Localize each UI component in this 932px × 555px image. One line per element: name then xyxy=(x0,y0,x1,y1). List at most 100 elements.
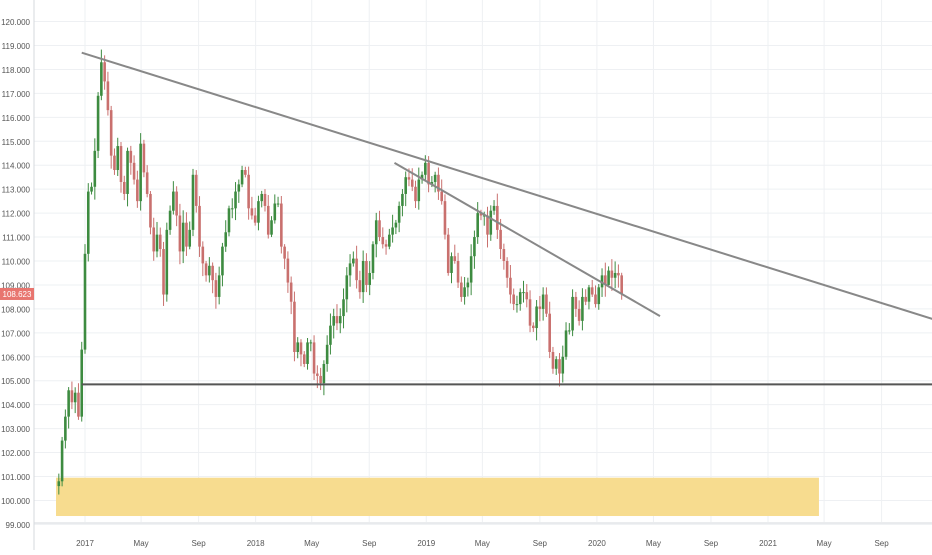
trendlines[interactable] xyxy=(81,51,932,386)
candle-body[interactable] xyxy=(83,253,87,350)
candle-body[interactable] xyxy=(96,95,100,151)
candle-body[interactable] xyxy=(515,304,519,306)
candle-body[interactable] xyxy=(381,237,385,245)
candle-body[interactable] xyxy=(280,203,283,247)
candle-body[interactable] xyxy=(594,294,597,305)
candle-body[interactable] xyxy=(574,296,578,309)
candle-body[interactable] xyxy=(145,172,149,194)
candle-body[interactable] xyxy=(119,146,123,182)
candle-body[interactable] xyxy=(466,282,470,288)
candle-body[interactable] xyxy=(338,316,342,324)
candle-body[interactable] xyxy=(348,263,352,276)
candle-body[interactable] xyxy=(247,174,250,209)
candle-body[interactable] xyxy=(273,203,277,221)
candle-body[interactable] xyxy=(139,143,142,202)
candle-body[interactable] xyxy=(358,280,362,293)
candle-body[interactable] xyxy=(456,261,460,283)
candle-body[interactable] xyxy=(116,146,120,171)
candle-body[interactable] xyxy=(407,177,411,180)
candle-body[interactable] xyxy=(355,258,358,281)
candle-body[interactable] xyxy=(198,205,201,247)
candle-body[interactable] xyxy=(607,270,610,285)
candle-body[interactable] xyxy=(420,174,424,180)
candle-body[interactable] xyxy=(126,150,129,194)
candle-body[interactable] xyxy=(201,246,205,264)
candle-body[interactable] xyxy=(587,287,591,302)
candle-body[interactable] xyxy=(309,342,313,344)
candle-body[interactable] xyxy=(208,265,211,276)
candle-body[interactable] xyxy=(597,287,601,305)
candle-body[interactable] xyxy=(361,261,365,293)
candle-body[interactable] xyxy=(492,205,496,211)
candle-body[interactable] xyxy=(335,316,339,324)
candle-body[interactable] xyxy=(374,220,378,245)
candle-body[interactable] xyxy=(312,342,316,374)
candle-body[interactable] xyxy=(237,184,241,192)
candle-body[interactable] xyxy=(558,359,561,374)
candle-body[interactable] xyxy=(482,215,486,217)
candle-body[interactable] xyxy=(296,342,300,352)
candle-body[interactable] xyxy=(319,375,322,384)
candle-body[interactable] xyxy=(564,330,568,357)
candle-body[interactable] xyxy=(109,110,113,156)
candle-body[interactable] xyxy=(532,325,535,329)
candle-body[interactable] xyxy=(473,237,476,257)
candle-body[interactable] xyxy=(70,390,74,403)
candle-body[interactable] xyxy=(276,203,280,205)
candle-body[interactable] xyxy=(80,349,84,417)
candle-body[interactable] xyxy=(433,174,437,182)
candle-body[interactable] xyxy=(397,205,401,223)
candle-body[interactable] xyxy=(106,81,110,111)
candle-body[interactable] xyxy=(234,191,237,209)
candle-body[interactable] xyxy=(345,275,349,300)
candle-body[interactable] xyxy=(175,191,178,216)
candle-body[interactable] xyxy=(299,342,303,355)
candle-body[interactable] xyxy=(316,373,319,376)
candle-body[interactable] xyxy=(538,306,542,309)
candle-body[interactable] xyxy=(476,213,479,238)
candle-body[interactable] xyxy=(541,294,545,309)
candle-body[interactable] xyxy=(446,234,450,273)
candle-body[interactable] xyxy=(368,272,372,285)
candle-body[interactable] xyxy=(417,179,421,202)
candle-body[interactable] xyxy=(600,275,604,288)
candle-body[interactable] xyxy=(217,275,221,297)
candle-body[interactable] xyxy=(158,234,162,250)
candle-body[interactable] xyxy=(227,208,231,233)
candle-body[interactable] xyxy=(185,222,188,247)
candle-body[interactable] xyxy=(535,306,538,329)
candle-body[interactable] xyxy=(322,363,326,384)
candle-body[interactable] xyxy=(414,186,417,202)
candle-body[interactable] xyxy=(289,282,293,302)
candle-body[interactable] xyxy=(240,170,244,185)
candle-body[interactable] xyxy=(391,227,394,235)
candle-body[interactable] xyxy=(286,258,290,283)
candle-body[interactable] xyxy=(486,215,489,235)
candle-body[interactable] xyxy=(590,287,594,295)
candle-body[interactable] xyxy=(404,177,407,194)
trendline[interactable] xyxy=(393,161,661,317)
candle-body[interactable] xyxy=(67,390,70,417)
candle-body[interactable] xyxy=(571,296,574,331)
candle-body[interactable] xyxy=(188,229,192,247)
candle-body[interactable] xyxy=(620,275,623,294)
candle-body[interactable] xyxy=(211,265,214,281)
candle-body[interactable] xyxy=(60,440,64,482)
candle-body[interactable] xyxy=(57,481,61,487)
candle-body[interactable] xyxy=(610,270,614,278)
candle-body[interactable] xyxy=(260,193,264,202)
candle-body[interactable] xyxy=(100,62,103,96)
demand-zone-rect[interactable] xyxy=(56,477,819,517)
candle-body[interactable] xyxy=(113,155,116,171)
candle-body[interactable] xyxy=(325,344,329,364)
candle-body[interactable] xyxy=(378,220,381,238)
candle-body[interactable] xyxy=(149,193,152,228)
candle-body[interactable] xyxy=(129,150,133,163)
candle-body[interactable] xyxy=(103,62,106,82)
candle-body[interactable] xyxy=(551,351,555,369)
candle-body[interactable] xyxy=(604,275,607,285)
candle-body[interactable] xyxy=(253,215,257,223)
candle-body[interactable] xyxy=(450,256,453,273)
candle-body[interactable] xyxy=(266,205,270,235)
